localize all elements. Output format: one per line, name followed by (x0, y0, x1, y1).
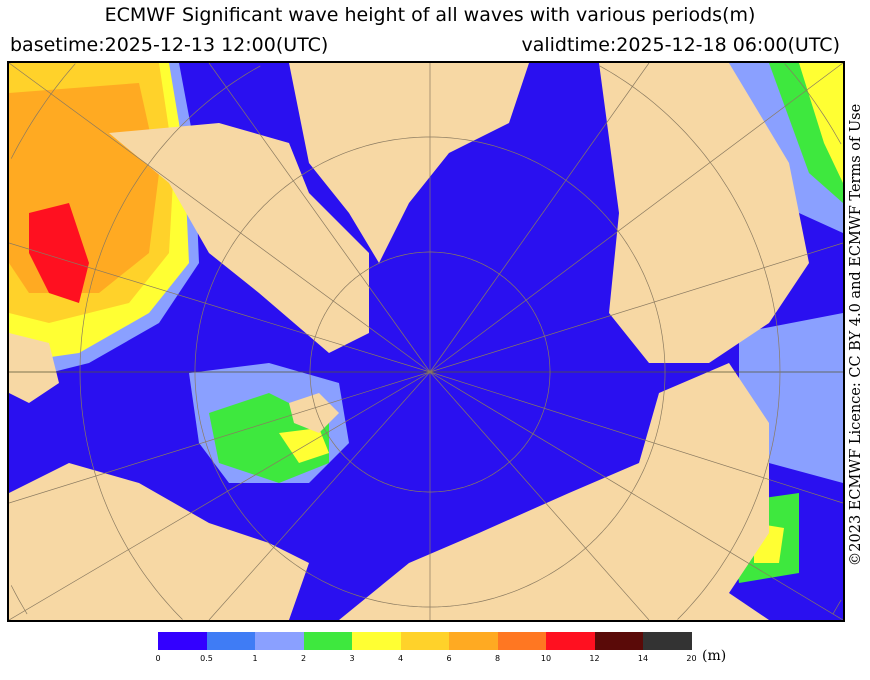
colorbar-segment (400, 632, 449, 650)
wave-region (799, 63, 843, 183)
colorbar-tick: 0 (155, 654, 161, 663)
colorbar-tick: 2 (300, 654, 307, 663)
colorbar (158, 632, 692, 650)
colorbar-segment (497, 632, 546, 650)
wave-height-map[interactable] (7, 61, 845, 622)
colorbar-segment (449, 632, 498, 650)
colorbar-segment (546, 632, 595, 650)
colorbar-tick: 10 (540, 654, 552, 663)
colorbar-unit: (m) (702, 648, 727, 664)
basetime: basetime:2025-12-13 12:00(UTC) (10, 34, 329, 56)
scandinavia (9, 463, 309, 620)
colorbar-tick: 3 (349, 654, 355, 663)
graticule (9, 63, 843, 620)
latitude-circle (832, 599, 842, 615)
siberia (339, 363, 769, 620)
latitude-circle (599, 65, 781, 373)
colorbar-tick: 0.5 (200, 654, 213, 663)
iceland (9, 333, 59, 403)
latitude-circle (10, 585, 28, 615)
colorbar-tick: 8 (494, 654, 501, 663)
colorbar-segment (255, 632, 304, 650)
map-title: ECMWF Significant wave height of all wav… (104, 4, 756, 26)
wave-region (279, 428, 329, 463)
colorbar-segment (643, 632, 692, 650)
colorbar-segment (158, 632, 207, 650)
colorbar-tick: 1 (252, 654, 258, 663)
latitude-circle (194, 136, 666, 608)
latitude-circle (677, 371, 781, 620)
colorbar-tick: 14 (637, 654, 649, 663)
validtime: validtime:2025-12-18 06:00(UTC) (521, 34, 840, 56)
wave-region (29, 203, 89, 303)
latitude-circle (784, 63, 842, 145)
latitude-circle (79, 65, 261, 620)
colorbar-tick: 20 (686, 654, 697, 663)
colorbar-tick: 4 (397, 654, 404, 663)
latitude-circle (309, 251, 551, 493)
map-svg (9, 63, 843, 620)
license-text: ©2023 ECMWF Licence: CC BY 4.0 and ECMWF… (848, 103, 864, 567)
colorbar-segment (594, 632, 643, 650)
colorbar-tick: 6 (446, 654, 452, 663)
canadian-archipelago (289, 63, 529, 263)
colorbar-segment (206, 632, 255, 650)
latitude-circle (10, 63, 76, 159)
colorbar-segment (352, 632, 401, 650)
colorbar-segment (303, 632, 352, 650)
alaska-canada (599, 63, 809, 363)
svalbard (289, 393, 339, 433)
greenland (109, 123, 369, 353)
colorbar-tick: 12 (589, 654, 600, 663)
